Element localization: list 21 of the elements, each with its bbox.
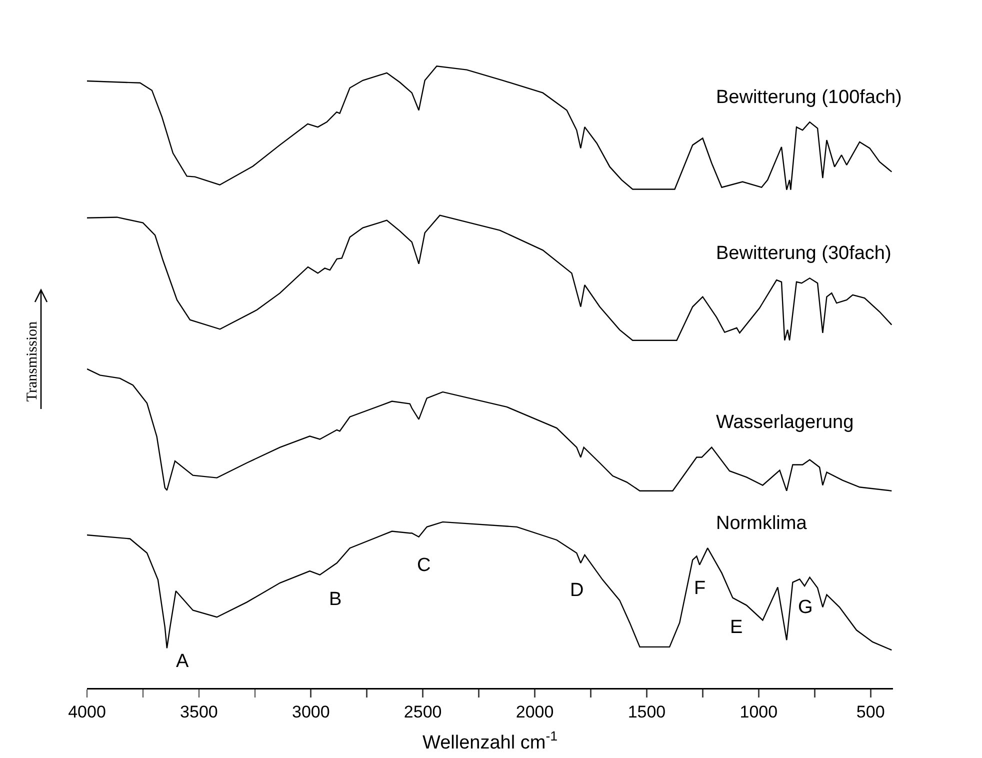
- annotation: A: [176, 651, 189, 672]
- x-tick-label: 500: [856, 702, 885, 722]
- series-label: Bewitterung (30fach): [716, 243, 892, 264]
- annotation: B: [329, 589, 342, 610]
- x-axis-title: Wellenzahl cm$^{-1}$: [422, 728, 558, 754]
- x-tick-label: 4000: [68, 702, 106, 722]
- x-tick-label: 3500: [180, 702, 218, 722]
- y-axis-title: Transmission: [24, 320, 40, 402]
- annotation: G: [798, 597, 813, 618]
- series-label: Bewitterung (100fach): [716, 87, 902, 108]
- x-tick-label: 2500: [404, 702, 442, 722]
- x-tick-label: 2000: [516, 702, 554, 722]
- annotation: D: [570, 580, 584, 601]
- series-label: Normklima: [716, 513, 808, 534]
- series-label: Wasserlagerung: [716, 412, 854, 433]
- x-tick-label: 1000: [740, 702, 778, 722]
- x-tick-label: 3000: [292, 702, 330, 722]
- annotation: F: [694, 578, 706, 599]
- annotation: E: [730, 617, 743, 638]
- annotation: C: [417, 555, 431, 576]
- x-tick-label: 1500: [628, 702, 666, 722]
